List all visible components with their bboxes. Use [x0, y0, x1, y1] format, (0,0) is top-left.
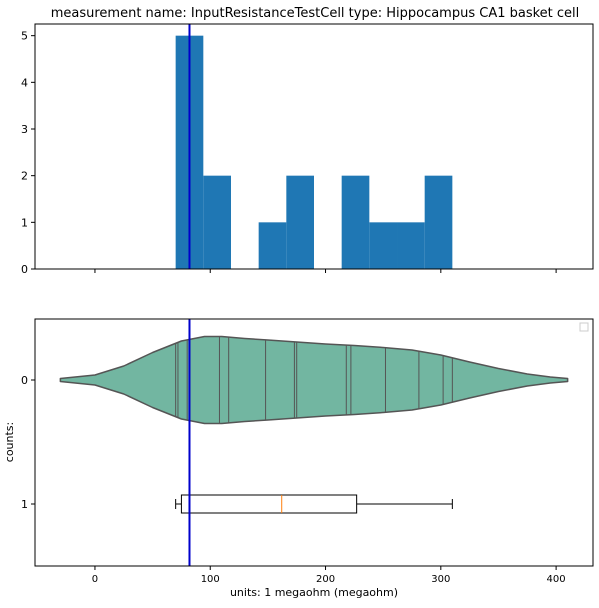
x-tick-label: 0	[92, 574, 98, 585]
histogram-bar	[258, 222, 287, 269]
x-tick-label: 400	[547, 574, 566, 585]
histogram-bar	[203, 175, 231, 269]
y-tick-label: 0	[21, 374, 28, 387]
legend-box	[579, 322, 589, 332]
histogram-panel: 0 1 2 3 4 5	[21, 23, 594, 276]
y-tick-label: 0	[21, 263, 28, 276]
y-axis-label: counts:	[3, 422, 16, 462]
boxplot-box	[180, 494, 358, 514]
y-tick-label: 3	[21, 123, 28, 136]
y-tick-label: 2	[21, 170, 28, 183]
histogram-frame	[34, 23, 594, 270]
y-tick-label: 1	[21, 216, 28, 229]
histogram-bar	[424, 175, 453, 269]
violin-body	[59, 335, 569, 425]
chart-title: measurement name: InputResistanceTestCel…	[51, 6, 580, 21]
boxplot	[175, 494, 453, 514]
histogram-bar	[369, 222, 398, 269]
histogram-bar	[397, 222, 425, 269]
x-tick-label: 200	[316, 574, 335, 585]
x-axis-label: units: 1 megaohm (megaohm)	[230, 586, 398, 599]
violin-data-lines	[175, 336, 453, 424]
violin-y-axis: 01	[21, 374, 35, 511]
histogram-bars	[175, 35, 453, 269]
x-tick-label: 100	[201, 574, 220, 585]
x-tick-label: 300	[431, 574, 450, 585]
violin-panel: 01 0 100 200 300 400	[21, 318, 594, 585]
histogram-y-axis: 0 1 2 3 4 5	[21, 30, 35, 276]
y-tick-label: 1	[21, 498, 28, 511]
histogram-x-ticks	[94, 269, 557, 273]
histogram-bar	[286, 175, 314, 269]
violin-x-axis: 0 100 200 300 400	[92, 566, 566, 585]
y-tick-label: 4	[21, 76, 28, 89]
y-tick-label: 5	[21, 30, 28, 43]
violin-frame	[34, 318, 594, 567]
histogram-bar	[341, 175, 370, 269]
